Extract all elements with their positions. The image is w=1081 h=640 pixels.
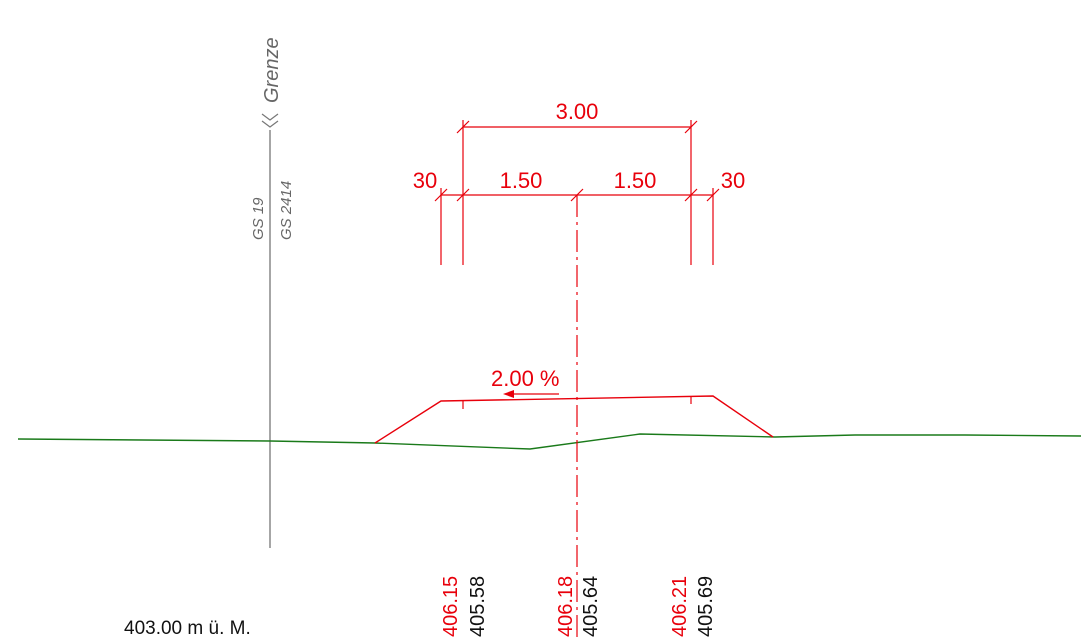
slope-label: 2.00 % (491, 366, 560, 391)
elevation-right-existing: 405.69 (695, 576, 717, 637)
parcel-label-top: GS 19 (250, 197, 267, 240)
dimension-ticks-total (456, 120, 698, 134)
terrain-line (17, 433, 1081, 450)
dimension-total-label: 3.00 (556, 99, 599, 124)
boundary-arrow-icon (261, 113, 279, 128)
dimension-right-half-label: 1.50 (614, 168, 657, 193)
boundary-label: Grenze (261, 37, 283, 103)
dimension-left-shoulder-label: 30 (413, 168, 437, 193)
elevation-labels: 406.15 405.58 406.18 405.64 406.21 405.6… (440, 576, 717, 637)
slope-indicator: 2.00 % (491, 366, 560, 398)
dimension-ticks-partial (434, 188, 720, 202)
datum-label: 403.00 m ü. M. (124, 618, 251, 639)
dimension-left-half-label: 1.50 (500, 168, 543, 193)
elevation-center-existing: 405.64 (580, 576, 602, 637)
elevation-left-design: 406.15 (440, 576, 462, 637)
elevation-center-design: 406.18 (555, 576, 577, 637)
slope-arrow-icon (503, 390, 514, 398)
elevation-right-design: 406.21 (669, 576, 691, 637)
parcel-label-bottom: GS 2414 (278, 181, 295, 240)
dimension-chains: 3.00 30 1.50 1.50 30 (413, 99, 745, 265)
elevation-left-existing: 405.58 (467, 576, 489, 637)
property-boundary: Grenze GS 19 GS 2414 (250, 37, 295, 548)
dimension-right-shoulder-label: 30 (721, 168, 745, 193)
